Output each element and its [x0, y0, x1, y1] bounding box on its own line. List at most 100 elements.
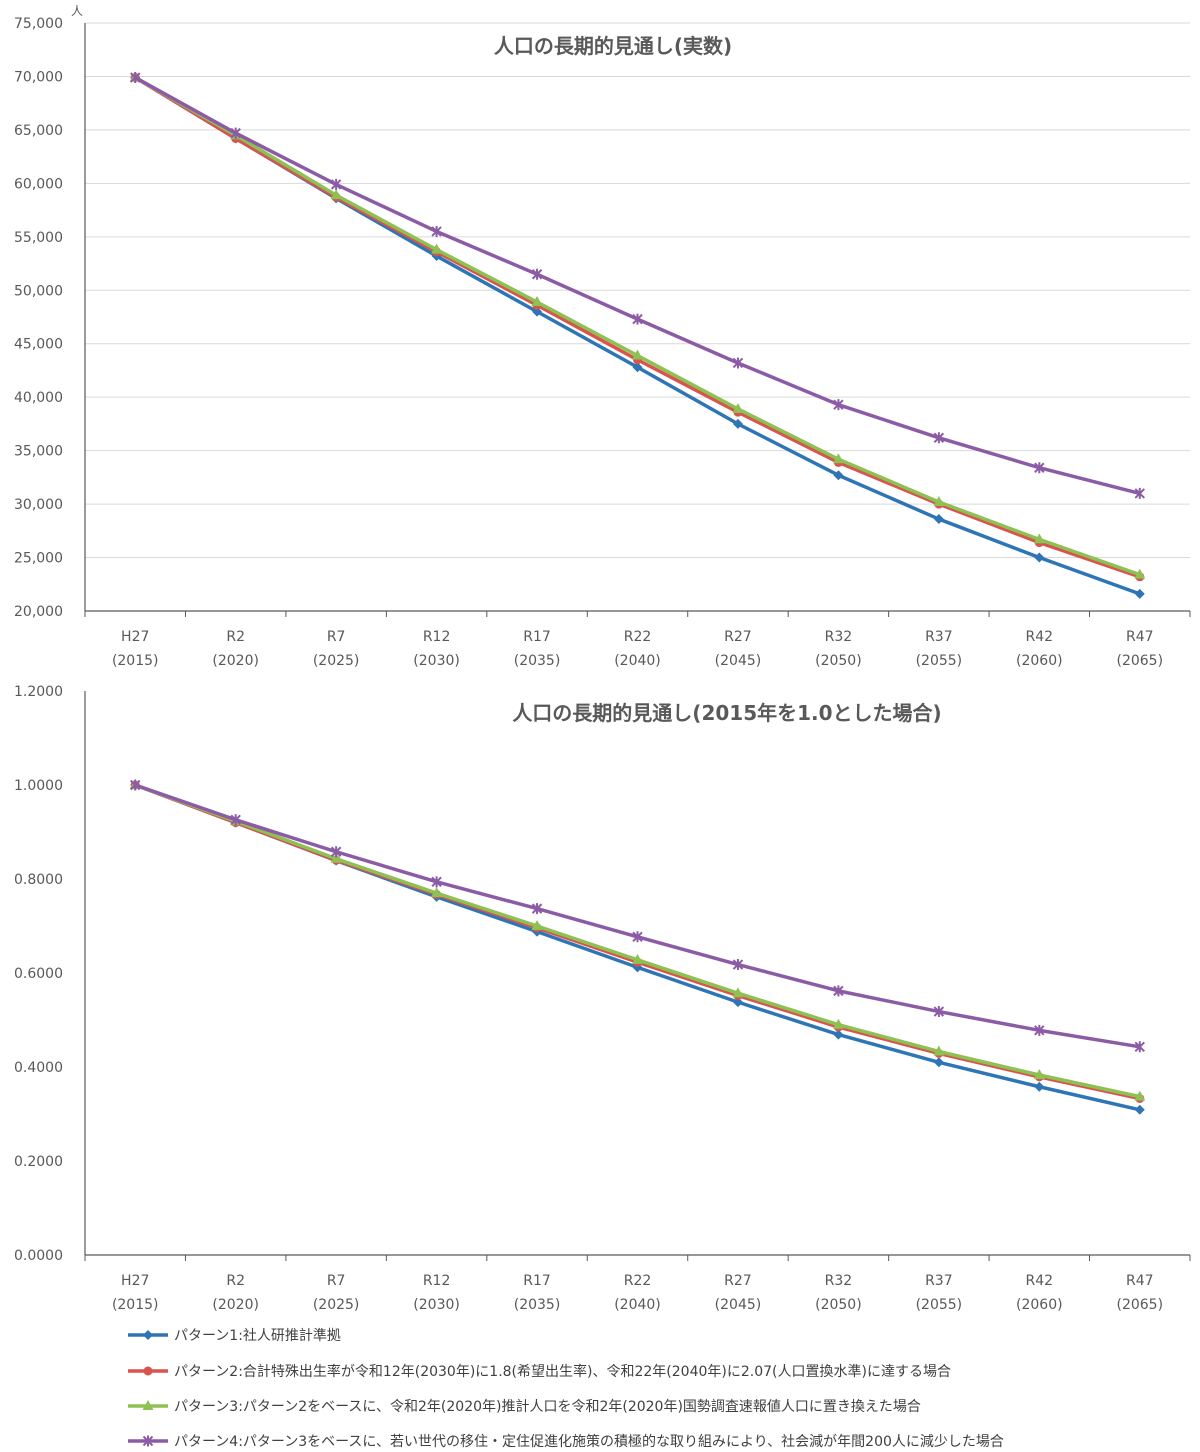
data-point-pattern-4 [531, 903, 543, 915]
data-point-pattern-1 [732, 997, 743, 1008]
data-point-pattern-3 [632, 349, 643, 360]
data-point-pattern-3 [330, 852, 342, 863]
legend-item-pattern-1: パターン1:社人研推計準拠 [128, 1328, 341, 1344]
data-point-pattern-4 [330, 178, 342, 190]
data-point-pattern-1 [933, 1057, 944, 1068]
y-axis-unit: 人 [71, 4, 83, 18]
legend-label: パターン1:社人研推計準拠 [174, 1328, 341, 1344]
y-tick-label: 70,000 [14, 69, 63, 85]
data-point-pattern-1 [732, 418, 743, 429]
series-line-pattern-4 [134, 75, 1141, 496]
data-point-pattern-4 [1134, 487, 1145, 499]
legend-label: パターン2:合計特殊出生率が令和12年(2030年)に1.8(希望出生率)、令和… [174, 1363, 951, 1380]
data-point-pattern-4 [732, 959, 744, 971]
x-tick-label: R27 (2045) [715, 1273, 762, 1313]
data-point-pattern-4 [431, 876, 442, 888]
data-point-pattern-4 [833, 985, 844, 997]
data-point-pattern-3 [732, 402, 744, 413]
legend-item-pattern-3: パターン3:パターン2をベースに、令和2年(2020年)推計人口を令和2年(20… [128, 1399, 921, 1415]
data-point-pattern-4 [130, 72, 141, 84]
x-tick-label: R7 (2025) [313, 629, 360, 669]
y-tick-label: 35,000 [14, 444, 63, 460]
data-point-pattern-3 [933, 1045, 945, 1056]
legend-item-pattern-2: パターン2:合計特殊出生率が令和12年(2030年)に1.8(希望出生率)、令和… [128, 1363, 951, 1380]
data-point-pattern-3 [1134, 1090, 1146, 1101]
data-point-pattern-4 [732, 357, 744, 369]
data-point-pattern-4 [130, 779, 141, 791]
data-point-pattern-3 [933, 495, 945, 506]
y-tick-label: 0.4000 [14, 1060, 63, 1076]
data-point-pattern-4 [1034, 1024, 1045, 1036]
data-point-pattern-3 [1033, 533, 1045, 544]
x-tick-label: R37 (2055) [916, 629, 963, 669]
x-tick-label: R42 (2060) [1016, 629, 1063, 669]
x-tick-label: R32 (2050) [815, 629, 862, 669]
x-tick-label: R32 (2050) [815, 1273, 862, 1313]
chart-title: 人口の長期的見通し(2015年を1.0とした場合) [512, 701, 941, 725]
y-tick-label: 0.8000 [14, 872, 63, 888]
data-point-pattern-1 [1134, 1104, 1145, 1115]
series-line-pattern-2 [134, 76, 1141, 579]
series-line-pattern-4 [134, 783, 1141, 1049]
data-point-pattern-1 [532, 306, 543, 317]
y-tick-label: 0.0000 [14, 1248, 63, 1264]
legend-marker [143, 1366, 153, 1376]
y-tick-label: 60,000 [14, 176, 63, 192]
y-tick-label: 50,000 [14, 283, 63, 299]
x-tick-label: R22 (2040) [614, 629, 661, 669]
y-tick-label: 0.6000 [14, 966, 63, 982]
legend-marker [143, 1330, 153, 1340]
y-tick-label: 1.2000 [14, 684, 63, 700]
x-tick-label: R7 (2025) [313, 1273, 360, 1313]
data-point-pattern-4 [933, 1006, 945, 1018]
x-tick-label: R42 (2060) [1016, 1273, 1063, 1313]
y-tick-label: 1.0000 [14, 778, 63, 794]
data-point-pattern-3 [832, 1018, 844, 1029]
x-tick-label: R12 (2030) [413, 1273, 460, 1313]
data-point-pattern-4 [531, 268, 543, 280]
x-tick-label: R17 (2035) [514, 629, 561, 669]
legend-label: パターン4:パターン3をベースに、若い世代の移住・定住促進化施策の積極的な取り組… [174, 1433, 1004, 1450]
series-line-pattern-3 [134, 76, 1141, 577]
data-point-pattern-1 [833, 1029, 844, 1040]
data-point-pattern-3 [632, 953, 643, 964]
data-point-pattern-4 [330, 846, 342, 858]
data-point-pattern-4 [230, 814, 241, 826]
data-point-pattern-4 [632, 313, 643, 325]
data-point-pattern-1 [632, 362, 643, 373]
x-tick-label: R22 (2040) [614, 1273, 661, 1313]
chart-title: 人口の長期的見通し(実数) [494, 34, 732, 58]
x-tick-label: R12 (2030) [413, 629, 460, 669]
legend-label: パターン3:パターン2をベースに、令和2年(2020年)推計人口を令和2年(20… [174, 1399, 921, 1415]
data-point-pattern-4 [230, 127, 241, 139]
y-tick-label: 25,000 [14, 551, 63, 567]
x-tick-label: H27 (2015) [112, 1273, 159, 1313]
data-point-pattern-1 [833, 470, 844, 481]
data-point-pattern-3 [431, 887, 443, 898]
x-tick-label: R47 (2065) [1116, 1273, 1163, 1313]
data-point-pattern-4 [431, 225, 442, 237]
legend: パターン1:社人研推計準拠パターン2:合計特殊出生率が令和12年(2030年)に… [128, 1328, 1004, 1450]
data-point-pattern-4 [1034, 462, 1045, 474]
x-tick-label: R37 (2055) [916, 1273, 963, 1313]
x-tick-label: R17 (2035) [514, 1273, 561, 1313]
data-point-pattern-3 [531, 296, 543, 307]
x-tick-label: R47 (2065) [1116, 629, 1163, 669]
chart-index-population: 0.0000 0.2000 0.4000 0.6000 0.8000 1.0000 1.20… [14, 684, 1191, 1313]
data-point-pattern-1 [1034, 1081, 1045, 1092]
y-tick-label: 65,000 [14, 123, 63, 139]
data-point-pattern-3 [1134, 568, 1146, 579]
x-tick-label: R2 (2020) [212, 1273, 259, 1313]
x-tick-label: R27 (2045) [715, 629, 762, 669]
data-point-pattern-4 [632, 931, 643, 943]
y-tick-label: 30,000 [14, 497, 63, 513]
series-line-pattern-1 [134, 783, 1141, 1112]
data-point-pattern-1 [933, 514, 944, 525]
y-tick-label: 45,000 [14, 337, 63, 353]
y-tick-label: 0.2000 [14, 1154, 63, 1170]
y-tick-label: 40,000 [14, 390, 63, 406]
x-tick-label: H27 (2015) [112, 629, 159, 669]
y-tick-label: 75,000 [14, 16, 63, 32]
series-line-pattern-1 [134, 76, 1141, 596]
